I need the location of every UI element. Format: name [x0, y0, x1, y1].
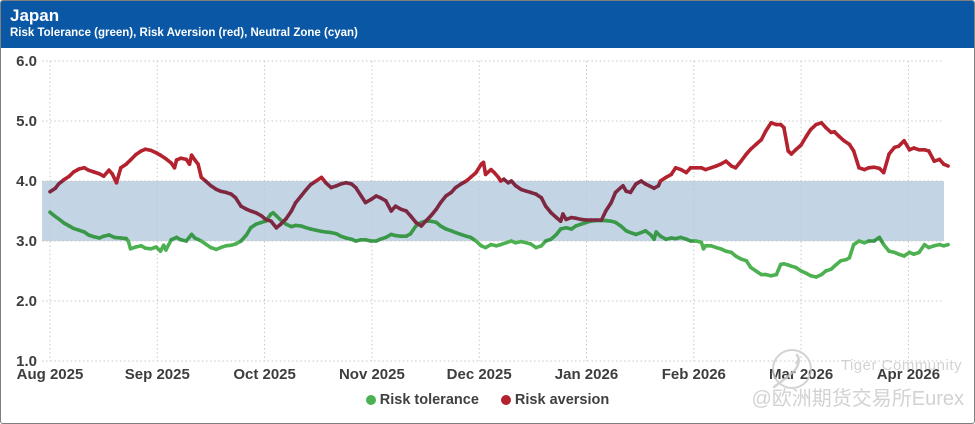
- legend-item-risk-aversion: Risk aversion: [500, 392, 610, 408]
- green-dot-icon: [365, 395, 376, 405]
- risk-aversion-line: [48, 121, 950, 230]
- red-dot-icon: [500, 395, 511, 405]
- chart-header: Japan Risk Tolerance (green), Risk Avers…: [1, 1, 974, 48]
- svg-text:Apr 2026: Apr 2026: [877, 366, 940, 383]
- svg-text:3.0: 3.0: [16, 233, 37, 250]
- svg-text:Feb 2026: Feb 2026: [662, 366, 726, 383]
- svg-text:Dec 2025: Dec 2025: [447, 366, 512, 383]
- x-axis-labels: Aug 2025 Sep 2025 Oct 2025 Nov 2025 Dec 2025…: [17, 366, 940, 383]
- legend-label-risk-aversion: Risk aversion: [514, 392, 610, 408]
- chart-legend: Risk tolerance Risk aversion: [1, 392, 974, 408]
- svg-text:Nov 2025: Nov 2025: [339, 366, 405, 383]
- svg-text:Mar 2026: Mar 2026: [769, 366, 833, 383]
- legend-item-risk-tolerance: Risk tolerance: [365, 392, 479, 408]
- svg-text:Aug 2025: Aug 2025: [17, 366, 84, 383]
- risk-tolerance-line: [48, 210, 950, 279]
- chart-subtitle: Risk Tolerance (green), Risk Aversion (r…: [10, 27, 358, 39]
- svg-text:Jan 2026: Jan 2026: [555, 366, 618, 383]
- chart-title: Japan: [10, 6, 60, 25]
- y-axis-labels: 6.0 5.0 4.0 3.0 2.0 1.0: [16, 53, 37, 370]
- svg-text:5.0: 5.0: [16, 113, 37, 130]
- svg-text:Sep 2025: Sep 2025: [125, 366, 190, 383]
- svg-text:1.0: 1.0: [16, 353, 37, 370]
- svg-text:2.0: 2.0: [16, 293, 37, 310]
- legend-label-risk-tolerance: Risk tolerance: [379, 392, 479, 408]
- svg-text:Oct 2025: Oct 2025: [233, 366, 296, 383]
- svg-text:4.0: 4.0: [16, 173, 37, 190]
- neutral-zone-band: [42, 181, 944, 241]
- svg-text:6.0: 6.0: [16, 53, 37, 70]
